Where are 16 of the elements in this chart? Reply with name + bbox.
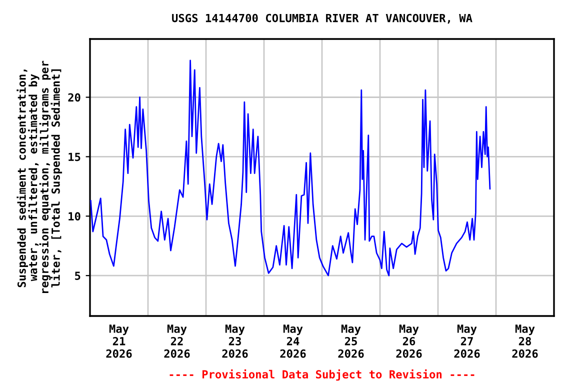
- text: ---- Provisional Data Subject to Revision ----: [170, 369, 474, 381]
- y-tick-label: 10: [68, 212, 80, 221]
- x-tick-label: May 26 2026: [396, 324, 422, 358]
- y-tick-label: 15: [68, 152, 80, 162]
- x-tick-label: May 21 2026: [106, 324, 132, 358]
- x-tick-label: May 24 2026: [280, 324, 306, 358]
- line-series: [90, 60, 491, 276]
- chart-title: USGS 14144700 COLUMBIA RIVER AT VANCOUVER, WA: [172, 14, 472, 24]
- y-axis-title: Suspended sediment concentration, water, unfiltered, estimated by regression equation, milligrams per liter, [Total Suspended Sediment]: [16, 60, 62, 293]
- x-tick-label: May 28 2026: [512, 324, 538, 358]
- x-tick-label: May 27 2026: [454, 324, 480, 358]
- x-tick-label: May 22 2026: [164, 324, 190, 358]
- y-tick-label: 20: [68, 93, 80, 102]
- x-tick-label: May 23 2026: [222, 324, 248, 358]
- y-tick-label: 5: [75, 272, 80, 280]
- x-tick-label: May 25 2026: [338, 324, 364, 358]
